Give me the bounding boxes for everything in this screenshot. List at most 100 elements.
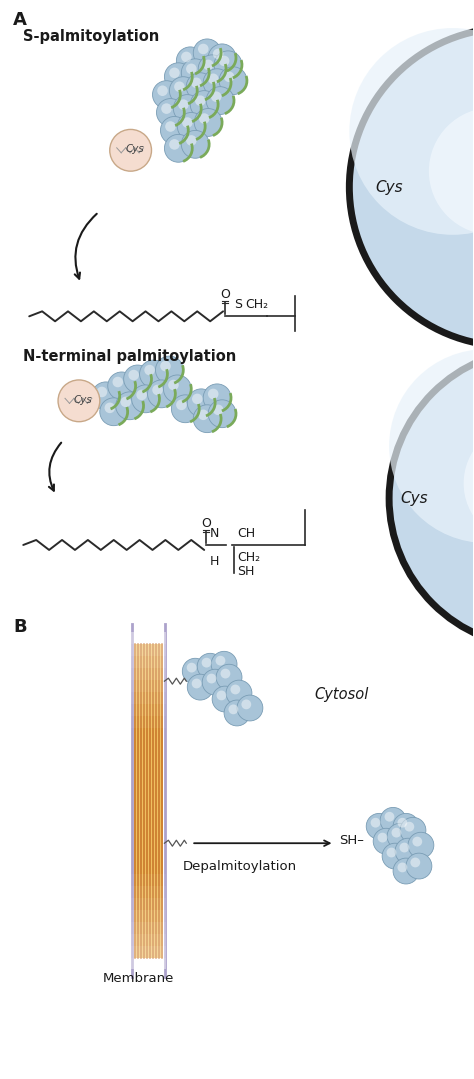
Circle shape: [147, 380, 175, 408]
Bar: [131, 692, 166, 704]
Circle shape: [164, 63, 192, 91]
Circle shape: [392, 828, 401, 837]
Circle shape: [144, 365, 155, 375]
Circle shape: [201, 658, 211, 668]
Circle shape: [193, 405, 221, 433]
Circle shape: [186, 64, 197, 74]
Circle shape: [208, 400, 236, 427]
Circle shape: [216, 665, 242, 691]
Circle shape: [169, 139, 180, 150]
Text: H: H: [210, 555, 219, 568]
Circle shape: [406, 853, 432, 879]
Circle shape: [181, 52, 191, 63]
Circle shape: [203, 384, 231, 412]
Text: CH: CH: [237, 527, 255, 540]
Circle shape: [207, 673, 217, 683]
Circle shape: [208, 44, 236, 72]
Circle shape: [58, 380, 100, 422]
Circle shape: [389, 350, 474, 647]
Circle shape: [211, 652, 237, 678]
Circle shape: [161, 117, 188, 145]
Circle shape: [187, 663, 197, 672]
Circle shape: [224, 700, 250, 726]
Circle shape: [120, 397, 131, 407]
Circle shape: [213, 49, 223, 59]
Circle shape: [116, 392, 144, 420]
Circle shape: [112, 377, 123, 387]
Text: SH–: SH–: [339, 834, 365, 847]
Circle shape: [182, 131, 209, 159]
Circle shape: [198, 55, 226, 83]
Circle shape: [182, 658, 208, 684]
Circle shape: [408, 832, 434, 858]
Circle shape: [177, 112, 205, 140]
Text: A: A: [13, 11, 27, 29]
Circle shape: [168, 380, 179, 391]
Circle shape: [105, 402, 115, 413]
Circle shape: [386, 848, 396, 858]
Circle shape: [172, 395, 199, 423]
Circle shape: [190, 91, 218, 119]
Circle shape: [241, 699, 251, 709]
Circle shape: [404, 822, 414, 832]
Bar: [131, 874, 166, 886]
Bar: [131, 644, 166, 656]
Circle shape: [412, 836, 422, 847]
Circle shape: [169, 68, 180, 78]
Circle shape: [187, 674, 213, 700]
Circle shape: [228, 705, 238, 714]
Circle shape: [110, 129, 152, 172]
Circle shape: [191, 78, 201, 88]
Circle shape: [429, 108, 474, 235]
Circle shape: [137, 390, 147, 400]
Bar: [131, 898, 166, 910]
Circle shape: [373, 829, 399, 855]
Circle shape: [389, 350, 474, 543]
Circle shape: [160, 360, 171, 371]
Circle shape: [178, 99, 189, 110]
Circle shape: [214, 51, 242, 79]
Text: CH₂: CH₂: [237, 551, 260, 564]
Circle shape: [216, 656, 225, 666]
Bar: [131, 921, 166, 933]
Circle shape: [156, 98, 184, 126]
Circle shape: [393, 814, 419, 839]
Text: N-terminal palmitoylation: N-terminal palmitoylation: [23, 350, 237, 364]
Text: S: S: [234, 299, 242, 312]
Circle shape: [380, 807, 406, 833]
Circle shape: [97, 386, 107, 397]
Circle shape: [206, 86, 234, 114]
Circle shape: [152, 385, 163, 395]
Text: CH₂: CH₂: [246, 299, 268, 312]
Text: B: B: [13, 617, 27, 636]
Circle shape: [191, 679, 201, 688]
Circle shape: [382, 843, 408, 869]
Bar: [131, 632, 166, 644]
Circle shape: [230, 684, 240, 695]
Bar: [131, 933, 166, 945]
Circle shape: [208, 388, 219, 399]
Circle shape: [349, 28, 474, 235]
Circle shape: [400, 843, 409, 852]
Circle shape: [197, 653, 223, 679]
Circle shape: [108, 372, 136, 400]
Circle shape: [161, 104, 172, 114]
Circle shape: [153, 81, 180, 109]
Circle shape: [398, 818, 407, 828]
Circle shape: [169, 77, 197, 105]
Bar: [131, 910, 166, 921]
Bar: [134, 644, 164, 957]
Circle shape: [198, 410, 209, 420]
Bar: [131, 945, 166, 957]
Bar: [131, 680, 166, 692]
Circle shape: [211, 92, 221, 103]
Text: S-palmitoylation: S-palmitoylation: [23, 29, 160, 44]
Circle shape: [213, 405, 223, 415]
Bar: [131, 704, 166, 716]
Circle shape: [174, 81, 185, 92]
Text: Cys: Cys: [73, 395, 92, 405]
Circle shape: [220, 669, 230, 679]
Circle shape: [176, 399, 187, 410]
Circle shape: [173, 95, 201, 122]
Text: Cys: Cys: [125, 145, 144, 154]
